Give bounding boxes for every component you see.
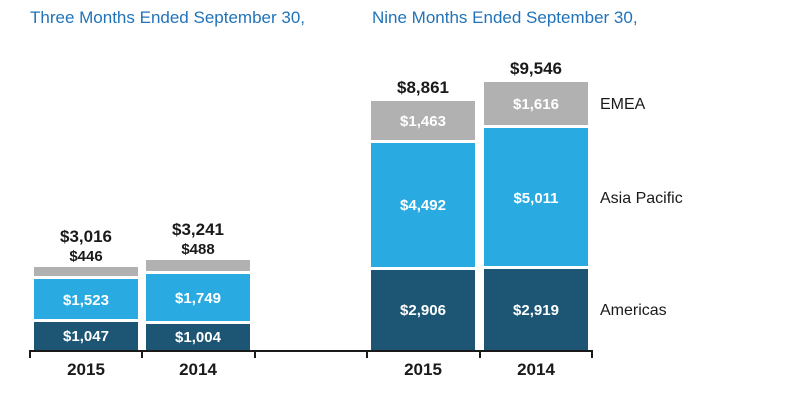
bar-segment-americas	[371, 269, 475, 352]
bar-segment-emea	[34, 266, 138, 280]
axis-tick	[29, 350, 31, 358]
segment-value-label: $1,047	[63, 328, 109, 346]
bar-total-label: $3,241	[172, 220, 224, 240]
bar-total-label: $3,016	[60, 226, 112, 246]
segment-value-label: $4,492	[400, 197, 446, 215]
bar-segment-emea	[146, 260, 250, 275]
axis-tick	[253, 350, 256, 358]
chart-title-nine-months: Nine Months Ended September 30,	[372, 8, 638, 27]
legend-label-americas: Americas	[600, 301, 667, 319]
axis-tick	[591, 350, 593, 358]
bar-segment-emea	[484, 82, 588, 128]
bar-segment-americas	[146, 323, 250, 352]
bar-segment-asia-pacific	[34, 279, 138, 323]
bar-segment-asia-pacific	[371, 142, 475, 270]
bar-total-label: $9,546	[510, 59, 562, 78]
x-axis-category-label: 2014	[179, 360, 217, 379]
x-axis-category-label: 2015	[404, 360, 442, 379]
segment-value-label: $1,616	[513, 95, 559, 113]
bar-segment-americas	[484, 269, 588, 352]
axis-tick	[478, 350, 481, 358]
axis-tick	[141, 350, 144, 358]
legend-label-asia-pacific: Asia Pacific	[600, 189, 683, 207]
segment-value-label: $5,011	[513, 189, 559, 207]
axis-tick	[366, 350, 369, 358]
segment-value-label: $1,004	[175, 328, 221, 346]
segment-value-label: $446	[69, 247, 103, 265]
chart-title-three-months: Three Months Ended September 30,	[30, 8, 305, 27]
bar-segment-emea	[371, 101, 475, 143]
x-axis-category-label: 2015	[67, 360, 105, 379]
segment-value-label: $2,919	[513, 301, 559, 319]
bar-total-label: $8,861	[397, 78, 449, 98]
bar-segment-asia-pacific	[484, 127, 588, 270]
bar-segment-asia-pacific	[146, 274, 250, 324]
x-axis-category-label: 2014	[517, 360, 555, 379]
segment-value-label: $1,749	[175, 289, 221, 307]
x-axis-line	[30, 350, 592, 352]
bar-segment-americas	[34, 322, 138, 352]
legend-label-emea: EMEA	[600, 95, 646, 113]
segment-value-label: $488	[181, 241, 215, 259]
segment-value-label: $2,906	[400, 301, 446, 319]
segment-value-label: $1,463	[400, 113, 446, 131]
segment-value-label: $1,523	[63, 291, 109, 309]
